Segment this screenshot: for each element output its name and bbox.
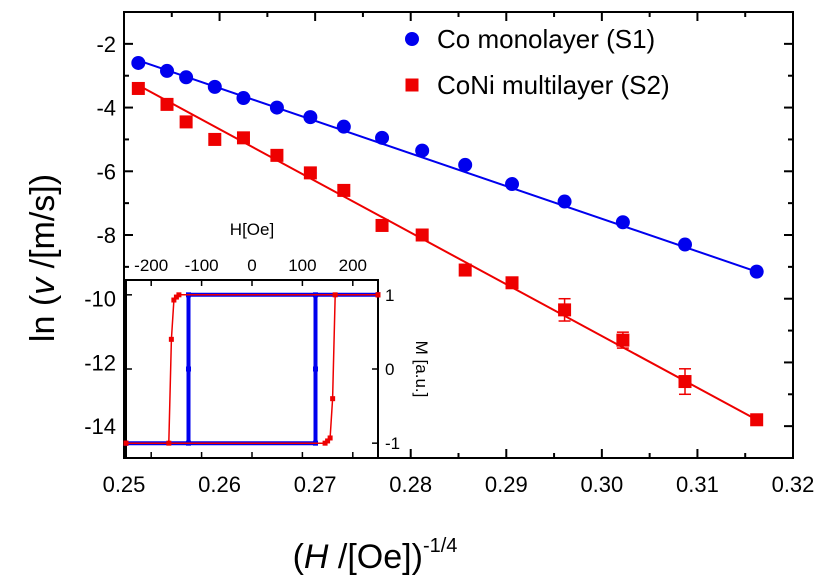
inset-y-axis-title: M [a.u.]: [412, 341, 431, 398]
inset-point: [123, 440, 129, 446]
inset-x-tick-label: 200: [339, 256, 367, 275]
inset-x-tick-label: 0: [247, 256, 256, 275]
data-point-circle: [375, 130, 390, 145]
inset-point: [313, 366, 319, 372]
inset-x-tick-label: 100: [288, 256, 316, 275]
data-point-square: [558, 303, 572, 317]
y-axis-title: ln (v /[m/s]): [24, 174, 62, 342]
data-point-square: [458, 263, 472, 277]
x-tick-label: 0.28: [389, 472, 432, 497]
x-tick-label: 0.26: [198, 472, 241, 497]
inset-plot: -200 -100 0 100 200 -1 0 1 H[Oe] M [a.u.]: [123, 220, 431, 459]
data-point-square: [179, 115, 193, 129]
axis-titles: ln (v /[m/s]) (H /[Oe])-1/4: [24, 174, 457, 576]
inset-point: [375, 292, 381, 298]
data-point-square: [337, 183, 351, 197]
data-point-square: [208, 132, 222, 146]
y-tick-label: -2: [96, 32, 116, 57]
data-point-square: [303, 166, 317, 180]
inset-loop-line: [126, 292, 378, 446]
x-tick-label: 0.30: [580, 472, 623, 497]
inset-point: [327, 435, 333, 441]
y-tick-label: -10: [84, 287, 116, 312]
x-tick-label: 0.29: [485, 472, 528, 497]
data-point-square: [131, 81, 145, 95]
inset-y-tick-label: -1: [385, 434, 400, 453]
inset-point: [330, 396, 336, 402]
x-tick-label: 0.31: [676, 472, 719, 497]
legend-marker-circle: [405, 32, 419, 46]
data-point-square: [160, 97, 174, 111]
inset-point: [173, 294, 179, 300]
data-point-circle: [207, 79, 222, 94]
inset-frame: [125, 279, 379, 459]
data-point-circle: [236, 91, 251, 106]
data-point-circle: [269, 100, 284, 115]
data-point-circle: [678, 237, 693, 252]
inset-x-tick-label: -200: [134, 256, 168, 275]
data-point-circle: [131, 55, 146, 70]
x-tick-label: 0.27: [294, 472, 337, 497]
inset-point: [171, 297, 177, 303]
legend: Co monolayer (S1) CoNi multilayer (S2): [405, 24, 670, 100]
x-tick-label: 0.25: [103, 472, 146, 497]
inset-point: [325, 438, 331, 444]
x-tick-label: 0.32: [772, 472, 815, 497]
data-point-square: [750, 413, 764, 427]
data-point-circle: [615, 215, 630, 230]
inset-point: [322, 440, 328, 446]
main-plot: 0.25 0.26 0.27 0.28 0.29 0.30 0.31 0.32 -14 -12 -1…: [84, 11, 815, 497]
inset-point: [166, 440, 172, 446]
legend-label: CoNi multilayer (S2): [437, 70, 670, 100]
data-point-square: [616, 333, 630, 347]
inset-point: [168, 336, 174, 342]
inset-x-tick-label: -100: [185, 256, 219, 275]
main-data-layer: [131, 55, 764, 427]
y-tick-label: -6: [96, 159, 116, 184]
inset-point: [332, 292, 338, 298]
data-point-circle: [303, 110, 318, 125]
data-point-square: [375, 218, 389, 232]
data-point-circle: [415, 143, 430, 158]
inset-point: [176, 292, 182, 298]
data-point-circle: [336, 119, 351, 134]
x-axis-title: (H /[Oe])-1/4: [293, 535, 458, 576]
data-point-square: [236, 131, 250, 145]
data-point-square: [505, 276, 519, 290]
legend-marker-square: [405, 78, 419, 92]
inset-point: [185, 366, 191, 372]
data-point-square: [270, 148, 284, 162]
inset-y-tick-label: 1: [385, 286, 394, 305]
data-point-square: [415, 228, 429, 242]
inset-x-axis-title: H[Oe]: [230, 220, 274, 239]
data-point-circle: [160, 63, 175, 78]
data-point-circle: [179, 70, 194, 85]
y-tick-label: -8: [96, 223, 116, 248]
data-point-circle: [505, 177, 520, 192]
data-point-circle: [557, 194, 572, 209]
y-tick-label: -14: [84, 414, 116, 439]
inset-y-tick-label: 0: [385, 360, 394, 379]
y-tick-label: -12: [84, 350, 116, 375]
data-point-circle: [749, 264, 764, 279]
legend-label: Co monolayer (S1): [437, 24, 655, 54]
data-point-square: [678, 375, 692, 389]
y-tick-label: -4: [96, 96, 116, 121]
data-point-circle: [458, 157, 473, 172]
